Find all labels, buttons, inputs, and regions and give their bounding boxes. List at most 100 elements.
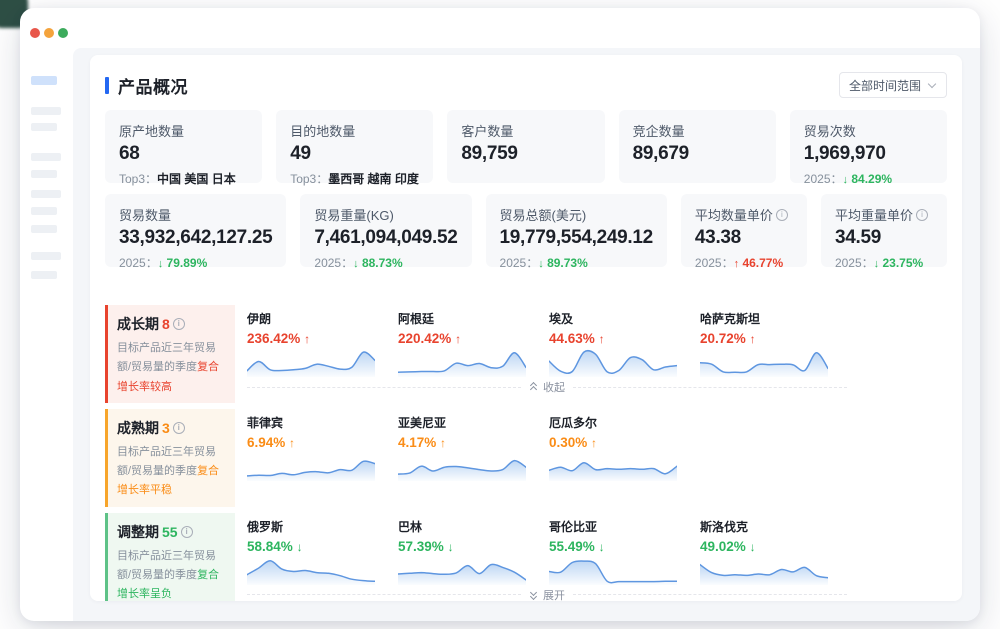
country-chart-kazakhstan[interactable]: 哈萨克斯坦 20.72% ↑ [699, 305, 851, 377]
sidebar-item[interactable] [31, 170, 57, 178]
stat-value: 7,461,094,049.52 [314, 227, 458, 248]
stage-section-mature: 成熟期 3 目标产品近三年贸易额/贸易量的季度复合增长率平稳 菲律宾 6.94%… [105, 408, 947, 507]
stage-panel-adjust[interactable]: 调整期 55 目标产品近三年贸易额/贸易量的季度复合增长率呈负 [105, 512, 235, 601]
country-chart-armenia[interactable]: 亚美尼亚 4.17% ↑ [397, 409, 549, 481]
sidebar-item[interactable] [31, 123, 57, 131]
trend-indicator: ↓ 89.73% [538, 256, 588, 270]
sidebar-item[interactable] [31, 225, 57, 233]
sparkline-chart [246, 555, 398, 585]
main-panel: 产品概况 全部时间范围 原产地数量 68 Top3：中国 美国 日本 目的地数量… [73, 48, 980, 621]
info-icon[interactable] [915, 208, 928, 221]
time-range-value: 全部时间范围 [848, 78, 921, 93]
traffic-light-zoom-icon[interactable] [58, 28, 68, 38]
sidebar-item[interactable] [31, 252, 61, 260]
stats-grid-row2: 贸易数量 33,932,642,127.25 2025：↓ 79.89% 贸易重… [105, 194, 947, 270]
sidebar-item-active[interactable] [31, 76, 57, 85]
stat-sub: 2025：↓ 84.29% [803, 172, 893, 186]
traffic-light-close-icon[interactable] [30, 28, 40, 38]
stat-sub: 2025：↑ 46.77% [694, 256, 784, 270]
chart-country-label: 伊朗 [247, 312, 272, 326]
trend-indicator: ↓ 84.29% [842, 172, 893, 186]
stat-value: 68 [119, 143, 140, 164]
sidebar-item[interactable] [31, 190, 61, 198]
stage-count: 55 [162, 523, 178, 540]
stat-card-trade-total: 贸易总额(美元) 19,779,554,249.12 2025：↓ 89.73% [485, 194, 667, 270]
stat-sub: 2025：↓ 88.73% [314, 256, 403, 270]
stat-card-competitors: 竞企数量 89,679 [618, 110, 776, 183]
stat-value: 1,969,970 [803, 143, 886, 164]
country-chart-russia[interactable]: 俄罗斯 58.84% ↓ [246, 513, 398, 585]
sparkline-chart [699, 347, 851, 377]
info-icon[interactable] [180, 525, 193, 538]
country-chart-egypt[interactable]: 埃及 44.63% ↑ [548, 305, 700, 377]
chart-percentage: 44.63% ↑ [549, 331, 605, 346]
info-icon[interactable] [172, 421, 185, 434]
stat-card-customers: 客户数量 89,759 [447, 110, 605, 183]
info-icon[interactable] [172, 318, 185, 330]
trend-arrow-icon: ↑ [591, 435, 598, 450]
title-accent-bar [105, 76, 109, 94]
chart-percentage: 57.39% ↓ [398, 538, 454, 554]
sparkline-chart [246, 347, 398, 377]
trend-arrow-icon: ↑ [733, 258, 740, 270]
chart-country-label: 厄瓜多尔 [549, 415, 598, 430]
sparkline-chart [548, 555, 700, 585]
chart-percentage: 236.42% ↑ [247, 331, 311, 346]
country-chart-bahrain[interactable]: 巴林 57.39% ↓ [397, 513, 549, 585]
country-chart-slovakia[interactable]: 斯洛伐克 49.02% ↓ [699, 513, 851, 585]
double-chevron-up-icon [529, 381, 539, 394]
stat-sub: 2025：↓ 89.73% [499, 256, 588, 270]
stat-value: 89,679 [632, 143, 690, 164]
chart-percentage: 6.94% ↑ [247, 434, 296, 450]
trend-arrow-icon: ↑ [749, 332, 756, 346]
country-chart-ecuador[interactable]: 厄瓜多尔 0.30% ↑ [548, 409, 700, 481]
stat-sub: 2025：↓ 23.75% [834, 256, 924, 270]
trend-indicator: ↓ 23.75% [873, 256, 924, 270]
stage-panel-mature[interactable]: 成熟期 3 目标产品近三年贸易额/贸易量的季度复合增长率平稳 [105, 408, 235, 507]
stage-panel-growth[interactable]: 成长期 8 目标产品近三年贸易额/贸易量的季度复合增长率较高 [105, 305, 235, 403]
sidebar-item[interactable] [31, 271, 57, 279]
expand-toggle[interactable]: 展开 [247, 587, 847, 601]
stat-sub: 2025：↓ 79.89% [119, 256, 208, 270]
double-chevron-down-icon [529, 588, 539, 600]
stage-desc: 目标产品近三年贸易额/贸易量的季度复合增长率呈负 [117, 549, 220, 601]
chart-country-label: 俄罗斯 [247, 519, 284, 534]
trend-arrow-icon: ↑ [289, 435, 296, 450]
chart-country-label: 亚美尼亚 [398, 415, 447, 430]
time-range-select[interactable]: 全部时间范围 [838, 72, 947, 98]
traffic-light-minimize-icon[interactable] [44, 28, 54, 38]
country-chart-argentina[interactable]: 阿根廷 220.42% ↑ [397, 305, 549, 377]
collapse-label: 收起 [543, 382, 565, 394]
sparkline-chart [699, 555, 851, 585]
trend-arrow-icon: ↓ [157, 258, 164, 270]
chart-country-label: 哥伦比亚 [549, 519, 598, 534]
stat-sub: Top3：中国 美国 日本 [119, 172, 236, 186]
country-chart-colombia[interactable]: 哥伦比亚 55.49% ↓ [548, 513, 700, 585]
sparkline-chart [397, 451, 549, 481]
chart-country-label: 菲律宾 [247, 415, 284, 430]
trend-indicator: ↑ 46.77% [733, 256, 784, 270]
chart-country-label: 阿根廷 [398, 312, 435, 326]
chevron-down-icon [928, 81, 937, 90]
collapse-toggle[interactable]: 收起 [247, 379, 847, 395]
stage-desc: 目标产品近三年贸易额/贸易量的季度复合增长率较高 [117, 342, 220, 393]
sidebar-item[interactable] [31, 107, 61, 115]
chart-country-label: 斯洛伐克 [700, 519, 749, 534]
stage-desc: 目标产品近三年贸易额/贸易量的季度复合增长率平稳 [117, 445, 220, 497]
sidebar-item[interactable] [31, 207, 57, 215]
stage-name: 成熟期 [117, 419, 159, 436]
country-chart-iran[interactable]: 伊朗 236.42% ↑ [246, 305, 398, 377]
card-header: 产品概况 全部时间范围 [105, 71, 947, 99]
info-icon[interactable] [775, 208, 788, 221]
sparkline-chart [397, 555, 549, 585]
stat-card-avg-qty-price: 平均数量单价 43.38 2025：↑ 46.77% [680, 194, 807, 270]
growth-stages: 成长期 8 目标产品近三年贸易额/贸易量的季度复合增长率较高 伊朗 236.42… [105, 305, 947, 601]
sidebar-item[interactable] [31, 153, 61, 161]
chart-percentage: 55.49% ↓ [549, 538, 605, 554]
stat-card-destinations: 目的地数量 49 Top3：墨西哥 越南 印度 [276, 110, 434, 186]
stats-grid-row1: 原产地数量 68 Top3：中国 美国 日本 目的地数量 49 Top3：墨西哥… [105, 110, 947, 186]
stat-value: 49 [290, 143, 311, 164]
stat-card-avg-weight-price: 平均重量单价 34.59 2025：↓ 23.75% [820, 194, 947, 270]
country-chart-philippines[interactable]: 菲律宾 6.94% ↑ [246, 409, 398, 481]
overview-card: 产品概况 全部时间范围 原产地数量 68 Top3：中国 美国 日本 目的地数量… [90, 55, 962, 601]
